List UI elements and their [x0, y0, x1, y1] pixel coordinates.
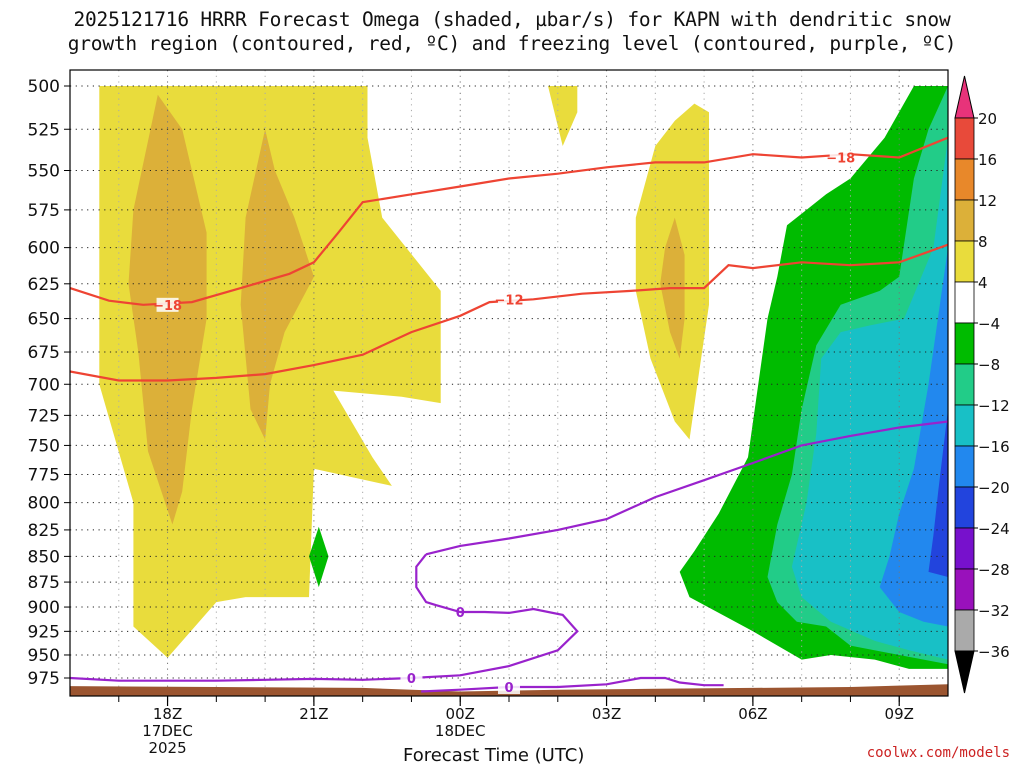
- colorbar: 20 16 12 8 4 −4 −8 −12 −16 −20 −24 −28 −32 −36: [954, 75, 1010, 694]
- colorbar-box-8: [954, 445, 975, 488]
- y-tick-label-925: 925: [28, 622, 60, 642]
- y-tick-label-675: 675: [28, 343, 60, 363]
- y-tick-label-550: 550: [28, 161, 60, 181]
- credit-text: coolwx.com/models: [866, 745, 1010, 761]
- colorbar-box-3: [954, 240, 975, 283]
- x-tick-label-17-0: 09Z: [885, 705, 914, 723]
- x-tick-label-8-1: 18DEC: [435, 722, 486, 740]
- colorbar-label-11: −28: [978, 561, 1010, 579]
- x-tick-label-5-0: 21Z: [299, 705, 328, 723]
- y-tick-label-650: 650: [28, 310, 60, 330]
- colorbar-box-0: [954, 117, 975, 160]
- colorbar-box-9: [954, 486, 975, 529]
- purple-contour-label-bg-2: [498, 680, 520, 695]
- chart-title-line2: growth region (contoured, red, ºC) and f…: [67, 32, 957, 55]
- colorbar-box-11: [954, 568, 975, 611]
- omega-region--20-11: [928, 409, 948, 577]
- colorbar-box-12: [954, 609, 975, 652]
- red-contour-label-bg-1: [829, 150, 852, 165]
- purple-contour-label-0: 0: [456, 606, 465, 621]
- plot-area: −18 −18 −12 0 0 0: [69, 69, 949, 697]
- omega-region-8-6: [240, 129, 314, 440]
- colorbar-label-0: 20: [978, 110, 997, 128]
- y-tick-label-825: 825: [28, 521, 60, 541]
- omega-region--16-10: [879, 247, 948, 627]
- grid-lines: [70, 70, 948, 696]
- y-tick-label-575: 575: [28, 201, 60, 221]
- purple-contour-label-bg-1: [400, 671, 423, 685]
- red-contour-label-1: −18: [826, 151, 855, 166]
- dendritic-growth-contours: −18 −18 −12: [70, 136, 948, 382]
- colorbar-label-10: −24: [978, 520, 1010, 538]
- y-tick-label-875: 875: [28, 573, 60, 593]
- red-contour-label-2: −12: [495, 293, 524, 308]
- terrain: [70, 684, 948, 696]
- y-axis: 500 525 550 575 600 625 650 675 700 725 750 775 800 8…: [28, 77, 70, 689]
- y-tick-label-900: 900: [28, 598, 60, 618]
- colorbar-box-10: [954, 527, 975, 570]
- colorbar-label-6: −8: [978, 356, 1000, 374]
- colorbar-box-5: [954, 322, 975, 365]
- colorbar-bottom-arrow: [954, 650, 975, 694]
- chart-title: 2025121716 HRRR Forecast Omega (shaded, …: [0, 8, 1024, 56]
- colorbar-label-8: −16: [978, 438, 1010, 456]
- x-tick-label-2-2: 2025: [148, 739, 186, 757]
- purple-contour-line-2: [421, 676, 724, 693]
- purple-contour-label-1: 0: [407, 672, 416, 687]
- purple-contour-label-2: 0: [504, 681, 513, 696]
- x-tick-label-2-0: 18Z: [153, 705, 182, 723]
- y-tick-label-950: 950: [28, 646, 60, 666]
- red-contour-label-bg-2: [498, 292, 520, 307]
- colorbar-label-7: −12: [978, 397, 1010, 415]
- y-tick-label-700: 700: [28, 375, 60, 395]
- x-tick-label-11-0: 03Z: [592, 705, 621, 723]
- colorbar-label-13: −36: [978, 643, 1010, 661]
- y-tick-label-750: 750: [28, 436, 60, 456]
- y-tick-label-500: 500: [28, 77, 60, 97]
- x-tick-label-2-1: 17DEC: [142, 722, 193, 740]
- colorbar-label-1: 16: [978, 151, 997, 169]
- colorbar-label-2: 12: [978, 192, 997, 210]
- colorbar-label-3: 8: [978, 233, 988, 251]
- colorbar-box-6: [954, 363, 975, 406]
- colorbar-label-4: 4: [978, 274, 988, 292]
- y-tick-label-625: 625: [28, 275, 60, 295]
- purple-contour-line-0: [425, 420, 948, 556]
- colorbar-top-arrow: [954, 75, 975, 119]
- x-tick-label-14-0: 06Z: [738, 705, 767, 723]
- purple-contour-line-1: [70, 553, 579, 682]
- y-tick-label-975: 975: [28, 669, 60, 689]
- colorbar-label-9: −20: [978, 479, 1010, 497]
- x-tick-label-8-0: 00Z: [446, 705, 475, 723]
- colorbar-label-5: −4: [978, 315, 1000, 333]
- x-axis-label: Forecast Time (UTC): [403, 745, 585, 766]
- freezing-level-contours: 0 0 0: [70, 420, 948, 696]
- red-contour-line-0: [70, 136, 948, 306]
- colorbar-label-12: −32: [978, 602, 1010, 620]
- terrain-fill: [70, 684, 948, 696]
- colorbar-box-1: [954, 158, 975, 201]
- colorbar-box-7: [954, 404, 975, 447]
- colorbar-box-4: [954, 281, 975, 324]
- omega-region--4-4: [309, 526, 329, 588]
- y-tick-label-525: 525: [28, 120, 60, 140]
- y-tick-label-600: 600: [28, 239, 60, 259]
- red-contour-label-0: −18: [153, 299, 182, 314]
- red-contour-line-2: [70, 243, 948, 382]
- y-tick-label-725: 725: [28, 406, 60, 426]
- y-tick-label-800: 800: [28, 494, 60, 514]
- y-tick-label-850: 850: [28, 547, 60, 567]
- chart-title-line1: 2025121716 HRRR Forecast Omega (shaded, …: [73, 8, 951, 31]
- colorbar-box-2: [954, 199, 975, 242]
- red-contour-label-bg-0: [156, 297, 179, 312]
- omega-region-4-1: [548, 86, 578, 146]
- y-tick-label-775: 775: [28, 465, 60, 485]
- omega-shading: [99, 86, 948, 669]
